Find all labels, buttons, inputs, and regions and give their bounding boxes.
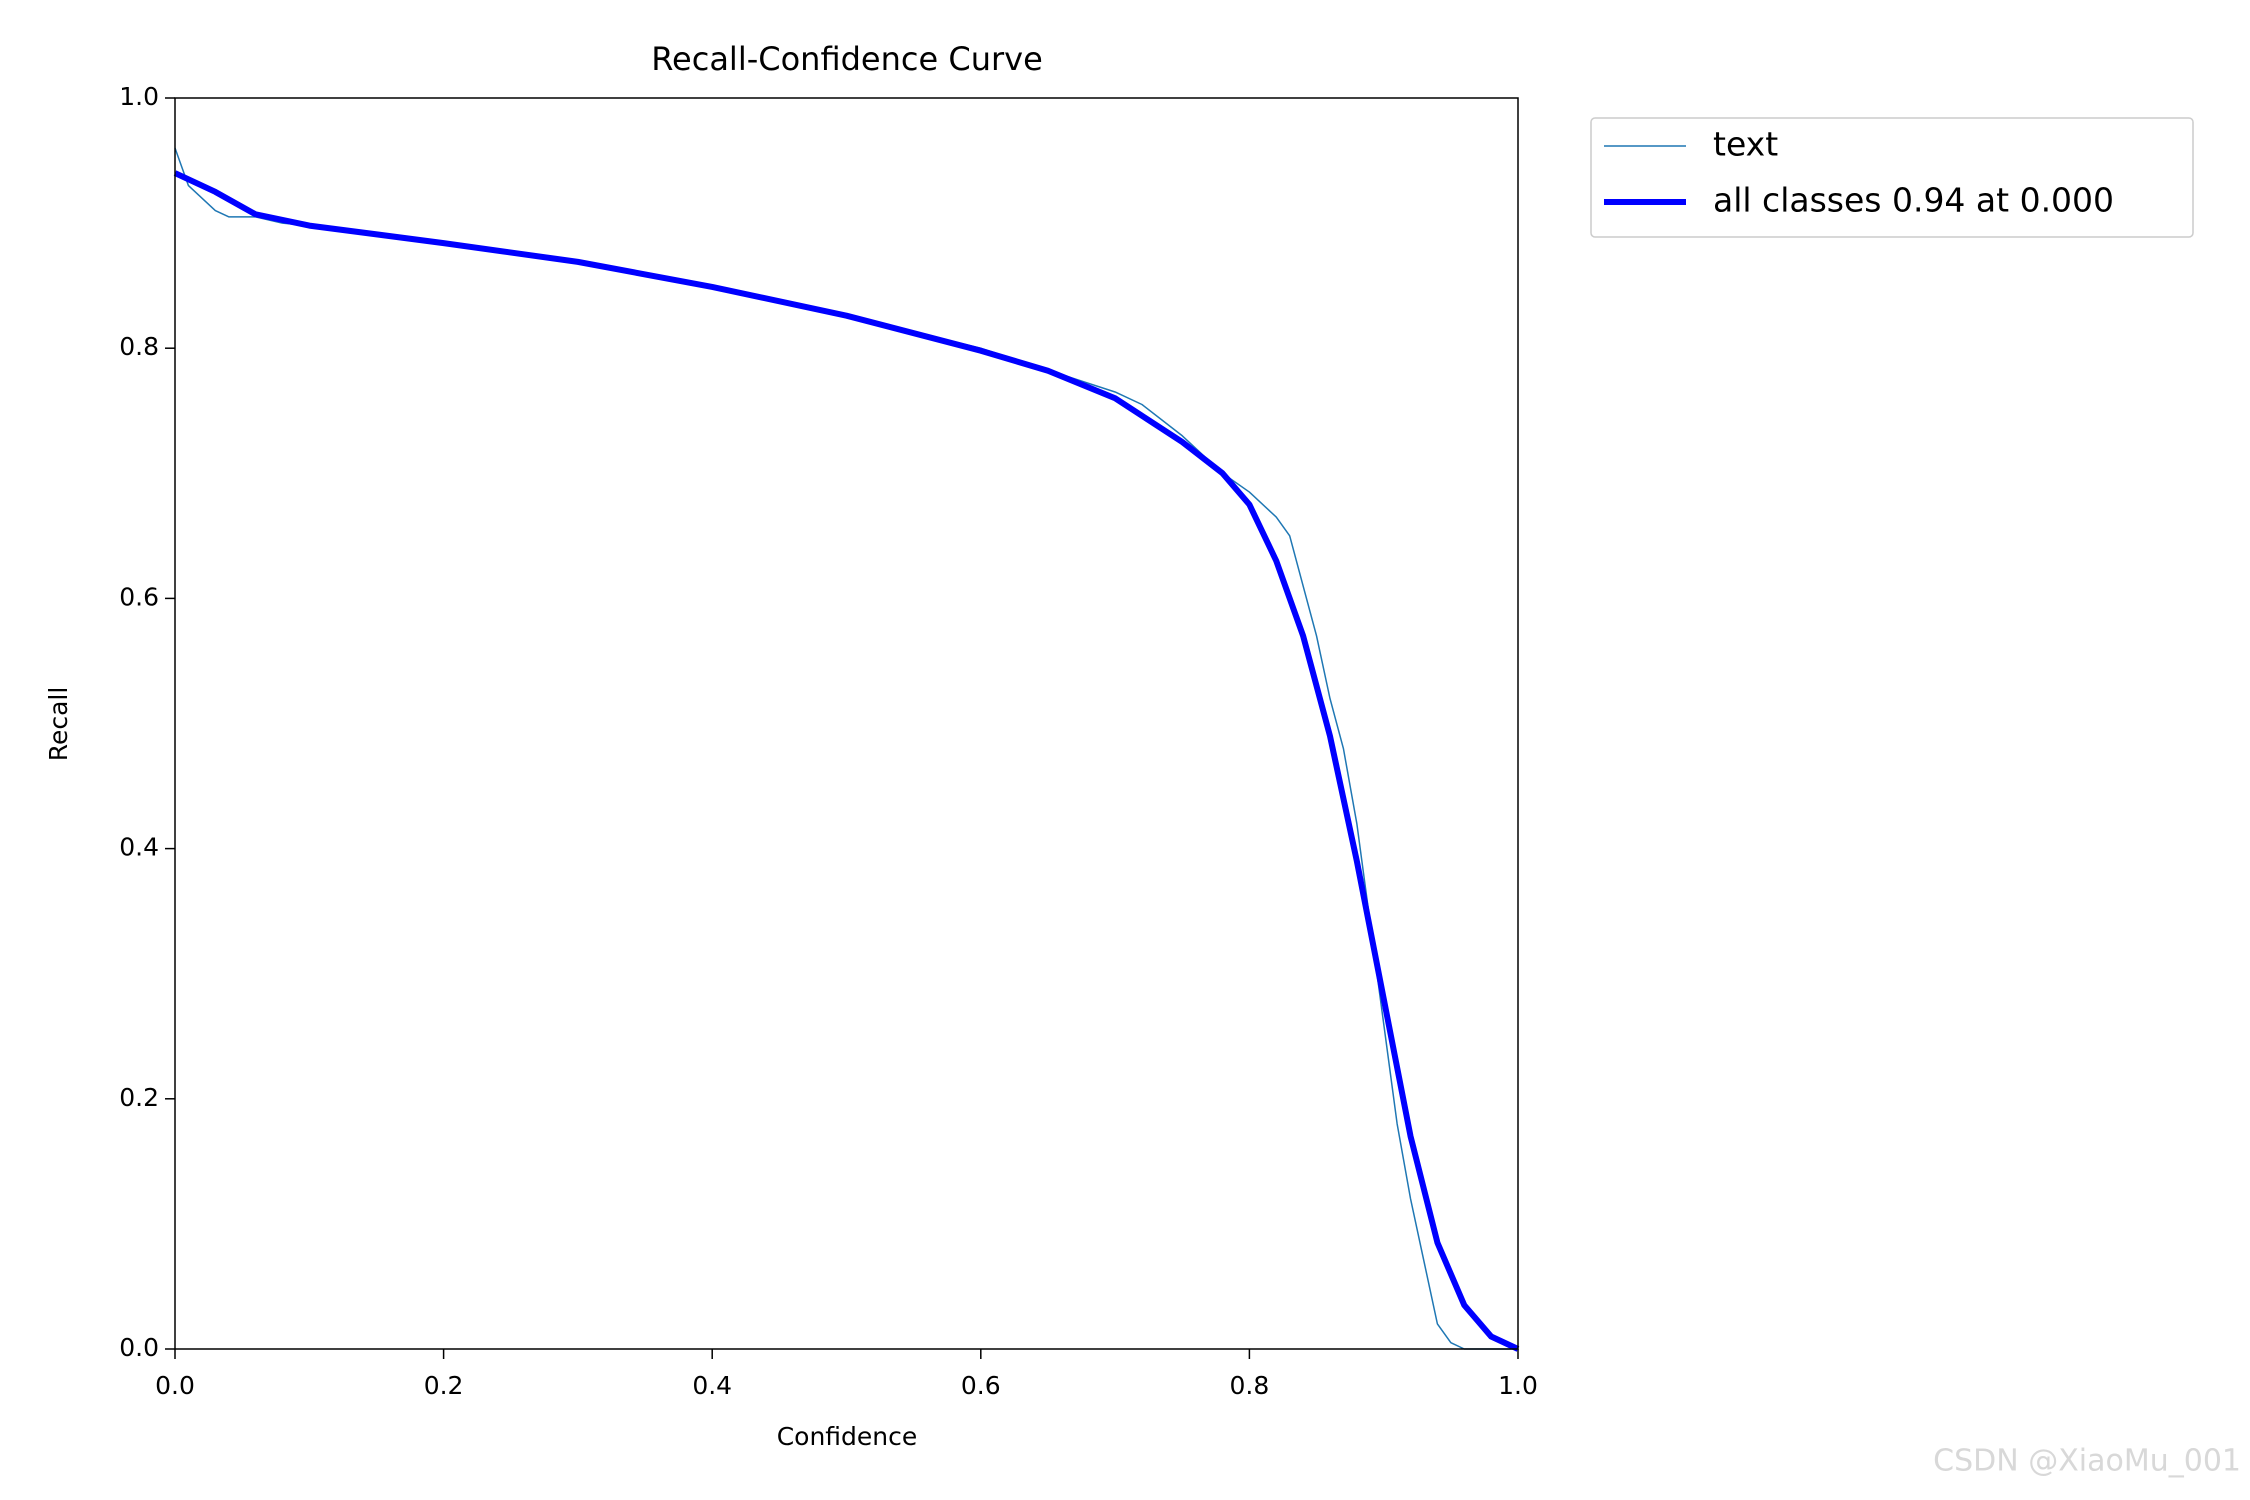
legend-label: text (1713, 125, 1778, 164)
legend-box (1590, 117, 2194, 238)
chart-title: Recall-Confidence Curve (651, 40, 1043, 78)
x-tick-label: 0.0 (155, 1371, 195, 1400)
y-axis-label: Recall (44, 687, 73, 762)
y-tick-label: 0.0 (119, 1333, 159, 1362)
series-line (174, 147, 1518, 1350)
x-axis-label: Confidence (777, 1422, 918, 1451)
y-tick-label: 0.4 (119, 833, 159, 862)
legend-label: all classes 0.94 at 0.000 (1713, 181, 2114, 220)
watermark: CSDN @XiaoMu_001 (1933, 1444, 2241, 1479)
x-tick-label: 0.8 (1230, 1371, 1270, 1400)
y-tick-label: 0.2 (119, 1083, 159, 1112)
x-tick-label: 0.2 (424, 1371, 464, 1400)
x-tick-label: 1.0 (1498, 1371, 1538, 1400)
plot-frame (174, 97, 1519, 1350)
x-tick-label: 0.6 (961, 1371, 1001, 1400)
series-line (173, 170, 1520, 1352)
x-tick-label: 0.4 (692, 1371, 732, 1400)
y-tick-label: 0.6 (119, 582, 159, 611)
y-tick-label: 1.0 (119, 82, 159, 111)
y-tick-label: 0.8 (119, 332, 159, 361)
